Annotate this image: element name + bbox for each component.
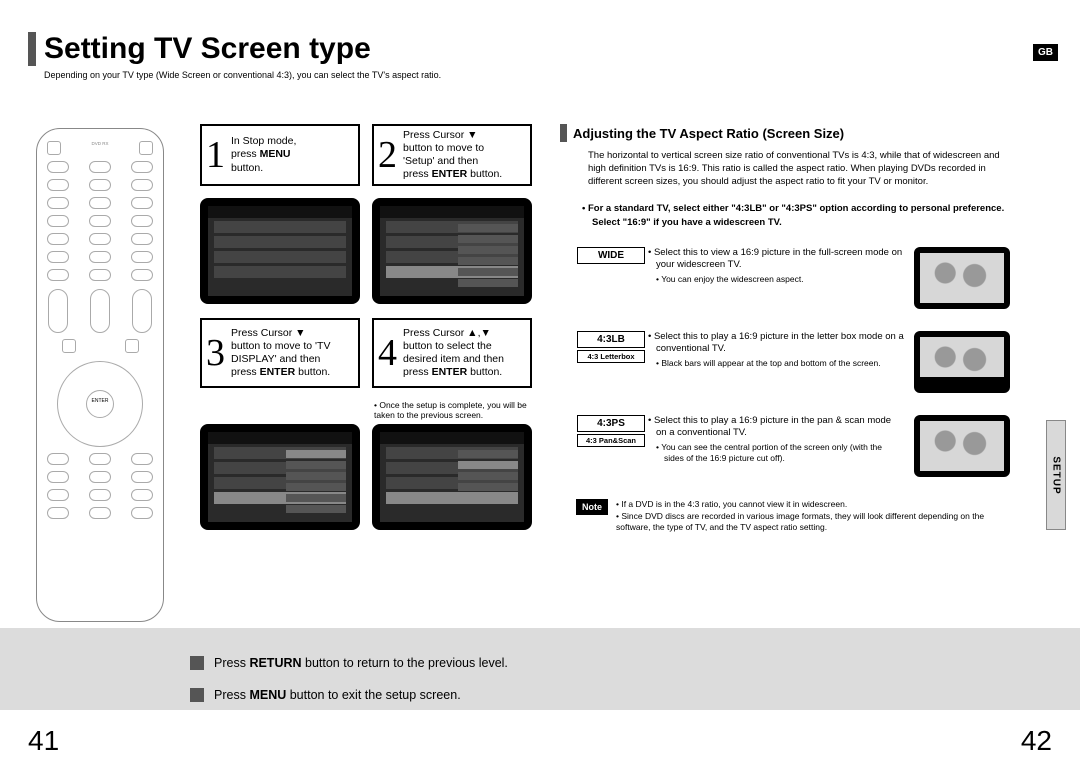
option-lb-desc: Select this to play a 16:9 picture in th… xyxy=(656,331,904,356)
step-4-line2: button to select the xyxy=(403,340,492,352)
step-2-screenshot xyxy=(372,198,532,304)
remote-illustration: DVD RX ENTER xyxy=(36,128,164,622)
step-1-number: 1 xyxy=(206,133,225,177)
section-pref-2: Select "16:9" if you have a widescreen T… xyxy=(592,217,782,228)
right-section: Adjusting the TV Aspect Ratio (Screen Si… xyxy=(560,124,1040,533)
note-item-1: If a DVD is in the 4:3 ratio, you cannot… xyxy=(616,499,996,510)
section-intro: The horizontal to vertical screen size r… xyxy=(588,150,1016,188)
title-block: Setting TV Screen type xyxy=(28,32,1080,66)
step-3-line4a: press xyxy=(231,366,260,378)
bullet-dot xyxy=(190,656,204,670)
page-subtitle: Depending on your TV type (Wide Screen o… xyxy=(44,70,1080,80)
option-ps-thumb xyxy=(914,415,1010,477)
step-1-text: In Stop mode, press MENU button. xyxy=(231,135,296,174)
step-3-line4b: ENTER xyxy=(260,366,296,378)
step-3-line4c: button. xyxy=(295,366,330,378)
option-ps-desc: Select this to play a 16:9 picture in th… xyxy=(656,415,904,440)
note-badge: Note xyxy=(576,499,608,515)
footer-1c: button to return to the previous level. xyxy=(302,656,508,670)
step-4-line4b: ENTER xyxy=(432,366,468,378)
option-wide-badge: WIDE xyxy=(577,247,645,264)
footer-2c: button to exit the setup screen. xyxy=(286,688,460,702)
page-number-right: 42 xyxy=(1021,725,1052,757)
option-ps-badge: 4:3PS xyxy=(577,415,645,432)
step-4-head: 4 Press Cursor ▲,▼ button to select the … xyxy=(372,318,532,388)
option-wide-desc: Select this to view a 16:9 picture in th… xyxy=(656,247,904,272)
page-title: Setting TV Screen type xyxy=(44,32,371,66)
footer-1a: Press xyxy=(214,656,249,670)
step-2-line2: button to move to xyxy=(403,142,484,154)
footer-line-1: Press RETURN button to return to the pre… xyxy=(214,656,508,670)
step-2-head: 2 Press Cursor ▼ button to move to 'Setu… xyxy=(372,124,532,186)
option-lb-sub: 4:3 Letterbox xyxy=(577,350,645,363)
note-item-2: Since DVD discs are recorded in various … xyxy=(616,511,996,534)
section-bar xyxy=(560,124,567,142)
setup-side-tab: SETUP xyxy=(1046,420,1066,530)
step-1-line3: button. xyxy=(231,162,263,174)
step-4-line4c: button. xyxy=(467,366,502,378)
step-4-line3: desired item and then xyxy=(403,353,504,365)
step-2-line1: Press Cursor ▼ xyxy=(403,129,478,141)
language-badge: GB xyxy=(1033,44,1058,61)
option-ps-sub: 4:3 Pan&Scan xyxy=(577,434,645,447)
step-4-note: Once the setup is complete, you will be … xyxy=(374,400,540,420)
step-2-line4c: button. xyxy=(467,168,502,180)
step-1-screenshot: Press Enter keyfor Disc Menu xyxy=(200,198,360,304)
step-3-screenshot xyxy=(200,424,360,530)
step-4-number: 4 xyxy=(378,331,397,375)
step-4-screenshot xyxy=(372,424,532,530)
section-heading-text: Adjusting the TV Aspect Ratio (Screen Si… xyxy=(573,126,844,141)
step-3-text: Press Cursor ▼ button to move to 'TV DIS… xyxy=(231,327,330,380)
option-lb-badge: 4:3LB xyxy=(577,331,645,348)
remote-nav-ring: ENTER xyxy=(57,361,143,447)
step-1-line2a: press xyxy=(231,148,260,160)
footer-line-2: Press MENU button to exit the setup scre… xyxy=(214,688,461,702)
step-4-line4a: press xyxy=(403,366,432,378)
step-2-line4b: ENTER xyxy=(432,168,468,180)
note-block: Note If a DVD is in the 4:3 ratio, you c… xyxy=(576,499,1040,533)
option-panscan: 4:3PS 4:3 Pan&Scan Select this to play a… xyxy=(576,415,1040,477)
bullet-dot xyxy=(190,688,204,702)
option-lb-note: Black bars will appear at the top and bo… xyxy=(664,358,904,369)
setup-side-tab-label: SETUP xyxy=(1051,456,1062,494)
section-pref-1: For a standard TV, select either "4:3LB"… xyxy=(588,203,1004,214)
page-number-left: 41 xyxy=(28,725,59,757)
section-preference: For a standard TV, select either "4:3LB"… xyxy=(592,202,1016,229)
title-accent-bar xyxy=(28,32,36,66)
step-2-number: 2 xyxy=(378,133,397,177)
section-heading: Adjusting the TV Aspect Ratio (Screen Si… xyxy=(560,124,1040,142)
step-1-line1: In Stop mode, xyxy=(231,135,296,147)
step-1-line2b: MENU xyxy=(260,148,291,160)
step-2-line4a: press xyxy=(403,168,432,180)
option-wide-note: You can enjoy the widescreen aspect. xyxy=(664,274,904,285)
remote-enter-button: ENTER xyxy=(86,390,114,418)
option-wide: WIDE Select this to view a 16:9 picture … xyxy=(576,247,1040,309)
step-3-line3: DISPLAY' and then xyxy=(231,353,320,365)
step-2-text: Press Cursor ▼ button to move to 'Setup'… xyxy=(403,129,502,182)
step-2-line3: 'Setup' and then xyxy=(403,155,478,167)
steps-block: 1 In Stop mode, press MENU button. 2 Pre… xyxy=(200,124,540,530)
option-ps-note: You can see the central portion of the s… xyxy=(664,442,904,464)
footer-1b: RETURN xyxy=(249,656,301,670)
step-3-line2: button to move to 'TV xyxy=(231,340,330,352)
footer-2a: Press xyxy=(214,688,249,702)
step-1-head: 1 In Stop mode, press MENU button. xyxy=(200,124,360,186)
option-wide-thumb xyxy=(914,247,1010,309)
footer-2b: MENU xyxy=(249,688,286,702)
option-lb-thumb xyxy=(914,331,1010,393)
footer-band xyxy=(0,628,1080,710)
step-4-line1: Press Cursor ▲,▼ xyxy=(403,327,491,339)
option-letterbox: 4:3LB 4:3 Letterbox Select this to play … xyxy=(576,331,1040,393)
step-4-text: Press Cursor ▲,▼ button to select the de… xyxy=(403,327,504,380)
step-3-line1: Press Cursor ▼ xyxy=(231,327,306,339)
step-3-number: 3 xyxy=(206,331,225,375)
step-3-head: 3 Press Cursor ▼ button to move to 'TV D… xyxy=(200,318,360,388)
footer-bullets: Press RETURN button to return to the pre… xyxy=(190,656,508,720)
